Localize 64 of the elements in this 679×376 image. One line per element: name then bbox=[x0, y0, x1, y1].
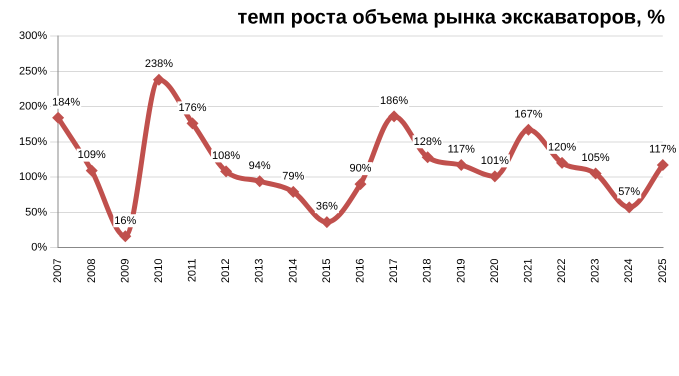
x-tick-label: 2024 bbox=[623, 258, 636, 284]
data-label: 105% bbox=[582, 152, 610, 164]
point bbox=[455, 159, 468, 172]
data-label: 94% bbox=[248, 160, 271, 172]
point bbox=[623, 201, 636, 214]
x-tick-label: 2015 bbox=[320, 258, 333, 284]
y-tick-label: 150% bbox=[18, 136, 48, 148]
data-label: 176% bbox=[178, 102, 207, 114]
data-label: 16% bbox=[114, 214, 137, 227]
point bbox=[152, 74, 165, 86]
point bbox=[287, 186, 300, 198]
point bbox=[119, 230, 132, 242]
data-label: 101% bbox=[480, 154, 510, 167]
data-label: 167% bbox=[514, 108, 543, 120]
x-tick-label: 2009 bbox=[119, 258, 132, 284]
point bbox=[86, 164, 98, 177]
data-label: 117% bbox=[649, 144, 677, 156]
point bbox=[522, 124, 534, 136]
point bbox=[186, 117, 199, 130]
data-label: 117% bbox=[448, 144, 476, 156]
y-tick-label: 300% bbox=[18, 30, 48, 42]
x-tick-label: 2011 bbox=[186, 258, 199, 282]
x-tick-label: 2016 bbox=[354, 258, 366, 284]
point bbox=[556, 156, 568, 169]
y-tick-label: 100% bbox=[18, 171, 48, 184]
x-tick-label: 2007 bbox=[52, 258, 64, 284]
point bbox=[320, 216, 333, 228]
y-tick-label: 200% bbox=[18, 100, 48, 113]
x-tick-label: 2017 bbox=[388, 258, 400, 284]
x-tick-label: 2010 bbox=[152, 258, 165, 284]
data-label: 90% bbox=[349, 162, 372, 175]
data-label: 128% bbox=[414, 136, 442, 148]
x-tick-label: 2018 bbox=[422, 258, 434, 284]
x-tick-label: 2012 bbox=[220, 258, 232, 284]
x-tick-label: 2013 bbox=[254, 258, 266, 284]
y-tick-label: 250% bbox=[18, 65, 48, 78]
data-label: 184% bbox=[52, 96, 80, 108]
data-label: 120% bbox=[548, 141, 576, 154]
data-label: 108% bbox=[212, 150, 240, 162]
data-label: 36% bbox=[316, 200, 338, 213]
x-tick-label: 2025 bbox=[656, 258, 669, 284]
data-label: 109% bbox=[78, 149, 106, 162]
chart-title: темп роста объема рынка экскаваторов, % bbox=[238, 6, 666, 29]
point bbox=[388, 110, 400, 122]
x-tick-label: 2021 bbox=[522, 258, 534, 284]
y-tick-label: 0% bbox=[31, 242, 48, 254]
x-tick-label: 2022 bbox=[556, 258, 568, 284]
data-label: 57% bbox=[618, 186, 640, 198]
point bbox=[422, 151, 434, 164]
point bbox=[220, 165, 232, 178]
point bbox=[254, 175, 266, 188]
point bbox=[52, 112, 64, 124]
point bbox=[354, 178, 366, 190]
data-label: 79% bbox=[282, 170, 304, 182]
point bbox=[656, 159, 669, 172]
x-tick-label: 2019 bbox=[455, 258, 468, 284]
x-tick-label: 2020 bbox=[488, 258, 501, 284]
data-label: 238% bbox=[144, 58, 174, 70]
point bbox=[590, 167, 602, 180]
data-label: 186% bbox=[380, 94, 408, 107]
x-tick-label: 2008 bbox=[86, 258, 98, 284]
x-tick-label: 2014 bbox=[287, 258, 300, 284]
x-tick-label: 2023 bbox=[590, 258, 602, 284]
y-tick-label: 50% bbox=[25, 206, 48, 218]
